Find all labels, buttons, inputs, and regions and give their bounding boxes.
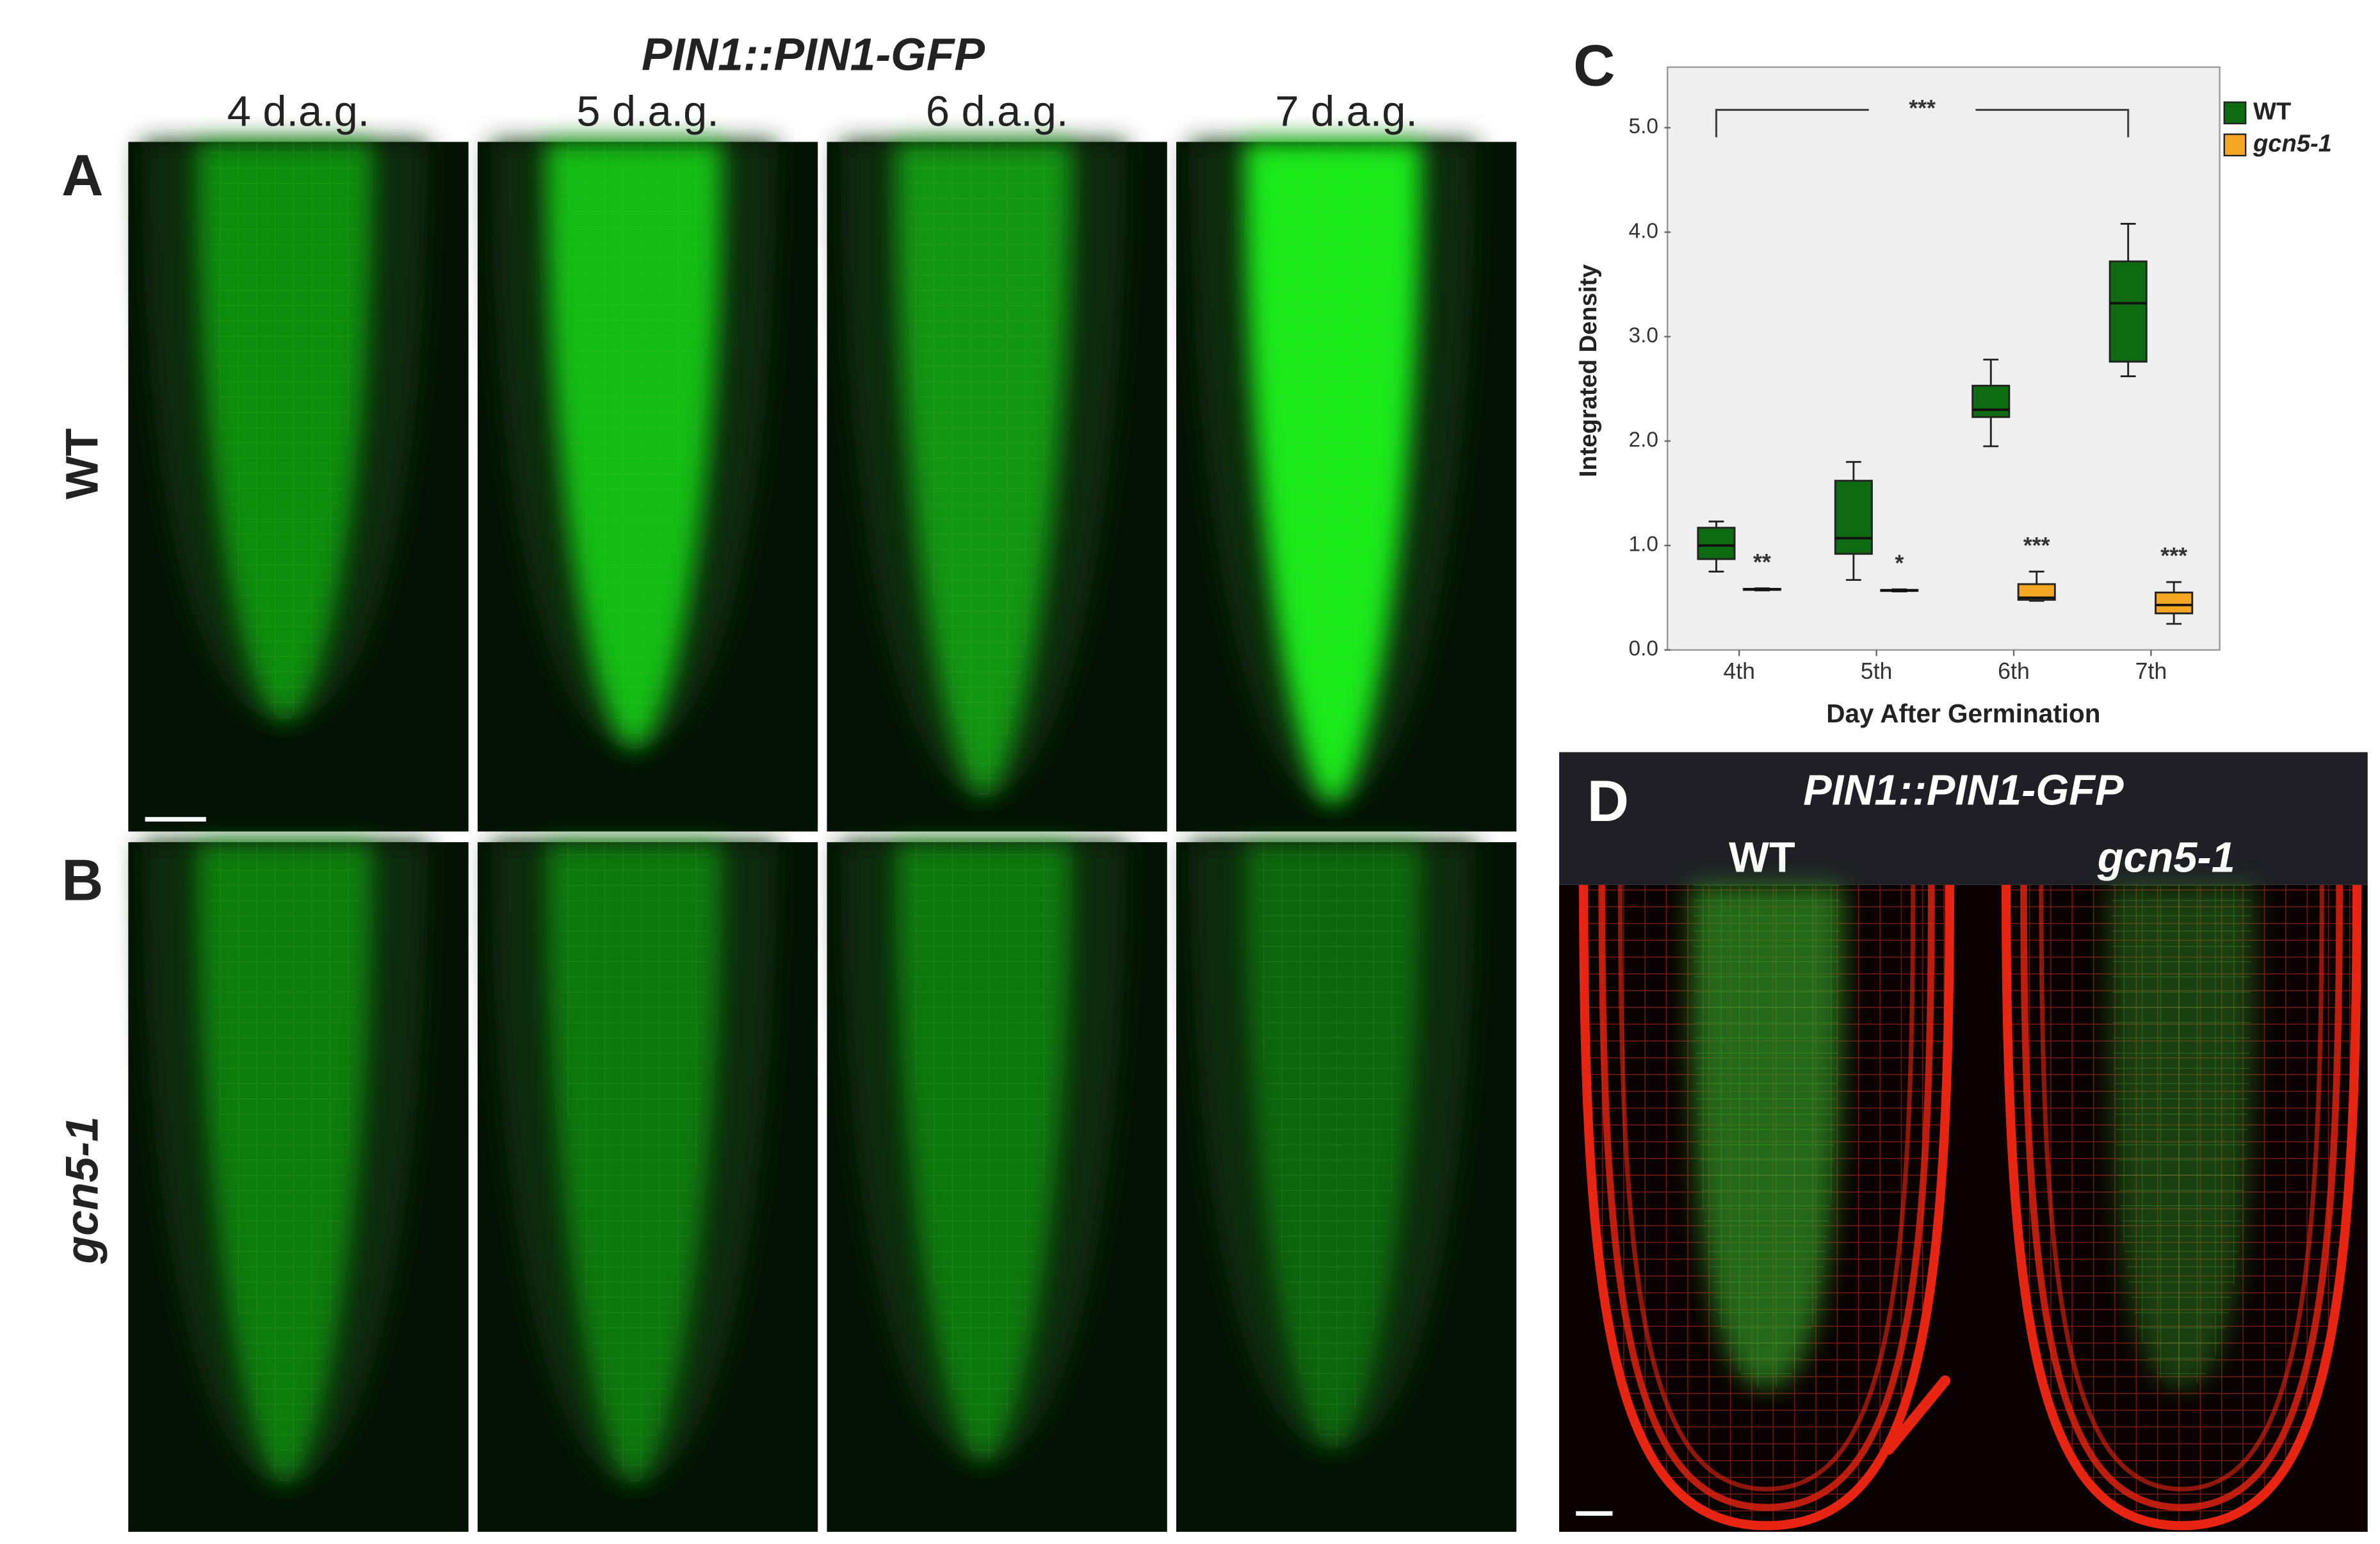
legend-swatch	[2223, 101, 2247, 125]
y-axis-label: Integrated Density	[1575, 264, 1602, 477]
y-tick-label: 4.0	[1629, 219, 1658, 243]
bracket-label: ***	[1909, 95, 1936, 121]
cell-wall	[2001, 884, 2362, 1531]
significance: ***	[2023, 533, 2050, 558]
box	[2109, 260, 2148, 363]
significance: **	[1753, 549, 1771, 575]
row-label: WT	[57, 428, 108, 500]
micrograph	[477, 842, 818, 1532]
root-texture	[1258, 842, 1408, 1449]
y-tick-label: 1.0	[1629, 533, 1658, 557]
y-tick-label: 0.0	[1629, 637, 1658, 661]
micrograph	[128, 142, 469, 832]
legend-label: gcn5-1	[2253, 130, 2332, 157]
root-texture	[559, 142, 709, 749]
legend-swatch	[2223, 133, 2247, 157]
x-tick-label: 6th	[1998, 658, 2030, 684]
stele-cells	[1693, 884, 1840, 1388]
root-image	[2001, 884, 2362, 1531]
bracket	[1715, 108, 2130, 138]
panel-label: A	[61, 143, 103, 208]
x-tick-label: 7th	[2135, 658, 2167, 684]
root-texture	[209, 842, 360, 1484]
cell-wall	[1617, 884, 1916, 1491]
x-axis-label: Day After Germination	[1826, 699, 2100, 728]
y-tick-label: 2.0	[1629, 428, 1658, 452]
root-hair	[1883, 1375, 1951, 1455]
panel-label: D	[1587, 769, 1629, 834]
root-texture	[908, 842, 1058, 1463]
column-label: 6 d.a.g.	[926, 88, 1068, 135]
legend-label: WT	[2253, 98, 2291, 125]
significance: ***	[2160, 543, 2187, 569]
column-label: 4 d.a.g.	[227, 88, 369, 135]
root-image	[1579, 884, 1955, 1531]
micrograph	[1176, 842, 1517, 1532]
box	[1697, 526, 1736, 560]
x-tick-label: 4th	[1723, 658, 1755, 684]
y-tick-label: 3.0	[1629, 323, 1658, 347]
column-label: 5 d.a.g.	[576, 88, 718, 135]
box	[2155, 591, 2194, 615]
root-texture	[1258, 142, 1408, 804]
micrograph	[477, 142, 818, 832]
x-tick-label: 5th	[1861, 658, 1893, 684]
column-label: gcn5-1	[2097, 834, 2235, 881]
panel-label: C	[1573, 34, 1615, 99]
box	[1971, 384, 2011, 418]
box	[1834, 480, 1873, 555]
panel-d-header	[1559, 752, 2368, 885]
micrograph	[1176, 142, 1517, 832]
panel-label: B	[61, 849, 103, 913]
micrograph	[827, 142, 1167, 832]
cell-wall	[1598, 884, 1935, 1511]
significance: *	[1895, 551, 1904, 576]
row-label: gcn5-1	[57, 1116, 108, 1264]
stele-cells	[2111, 884, 2252, 1388]
cell-wall	[2020, 884, 2344, 1511]
cell-wall	[2039, 884, 2324, 1491]
micrograph	[128, 842, 469, 1532]
micrograph	[827, 842, 1167, 1532]
y-tick-label: 5.0	[1629, 115, 1658, 138]
panel-d-title: PIN1::PIN1-GFP	[1803, 767, 2124, 814]
column-label: 7 d.a.g.	[1275, 88, 1417, 135]
root-texture	[908, 142, 1058, 797]
cell-wall	[1579, 884, 1955, 1531]
root-texture	[209, 142, 360, 722]
panel-ab-title: PIN1::PIN1-GFP	[642, 29, 985, 80]
root-texture	[559, 842, 709, 1484]
column-label: WT	[1729, 834, 1795, 881]
